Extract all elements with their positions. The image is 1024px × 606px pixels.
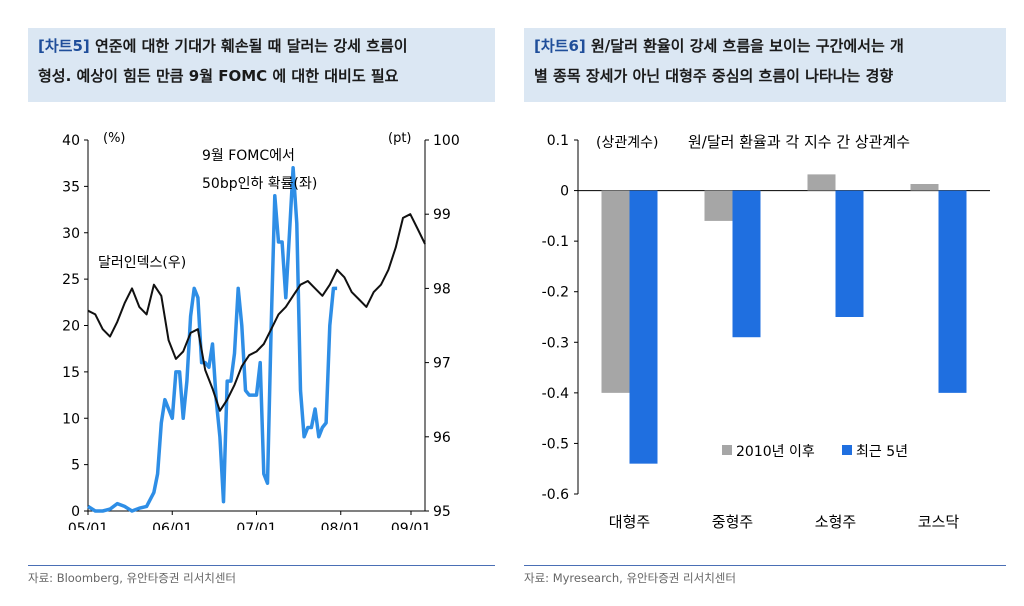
left-axis-unit: (%) [103,131,126,146]
bar-since-2010 [807,174,836,191]
left-y-tick-label: 10 [62,411,80,427]
bar-since-2010 [910,183,939,191]
left-y-tick-label: 40 [62,133,80,149]
left-y-tick-label: 15 [62,365,80,381]
right-chart-tag: [차트6] [534,37,586,55]
y-tick-label: 0 [560,184,569,200]
category-label: 소형주 [815,513,856,530]
left-source-rule [28,565,495,566]
right-y-tick-label: 100 [433,133,460,149]
legend-label: 2010년 이후 [736,444,815,460]
chart-inner-title: 원/달러 환율과 각 지수 간 상관계수 [688,133,910,151]
right-y-tick-label: 99 [433,207,451,223]
probability-series-line [87,166,338,513]
right-chart-panel: [차트6] 원/달러 환율이 강세 흐름을 보이는 구간에서는 개 별 종목 장… [512,0,1024,606]
bar-recent-5y [938,190,967,393]
dollar-index-series-line [87,213,426,412]
left-title-text1: 연준에 대한 기대가 훼손될 때 달러는 강세 흐름이 [94,37,408,55]
left-y-tick-label: 25 [62,272,80,288]
annotation-dollar-index: 달러인덱스(우) [98,255,186,271]
y-tick-label: -0.5 [542,436,569,452]
right-title-text1: 원/달러 환율이 강세 흐름을 보이는 구간에서는 개 [590,37,904,55]
left-chart-title-box: [차트5] 연준에 대한 기대가 훼손될 때 달러는 강세 흐름이 형성. 예상… [28,28,495,102]
bar-recent-5y [732,190,761,338]
y-unit-label: (상관계수) [596,135,658,151]
right-chart-title-line2: 별 종목 장세가 아닌 대형주 중심의 흐름이 나타나는 경향 [534,67,894,85]
category-label: 중형주 [712,513,753,530]
left-chart-panel: [차트5] 연준에 대한 기대가 훼손될 때 달러는 강세 흐름이 형성. 예상… [28,28,495,585]
bar-recent-5y [629,190,658,464]
y-tick-label: -0.2 [542,285,569,301]
x-tick-label: 05/01 [68,521,108,530]
right-bar-chart: 0.1 0 -0.1 -0.2 -0.3 -0.4 -0.5 -0.6 대형주 중형주 소형주 코스닥… [542,133,990,530]
right-source-rule [524,565,1006,566]
category-label: 코스닥 [918,513,960,530]
right-y-tick-label: 98 [433,281,451,297]
y-tick-label: -0.6 [542,487,569,503]
left-y-tick-label: 5 [71,458,80,474]
left-chart-title-line1: [차트5] 연준에 대한 기대가 훼손될 때 달러는 강세 흐름이 [38,31,485,61]
right-chart-title-line1: [차트6] 원/달러 환율이 강세 흐름을 보이는 구간에서는 개 [534,31,996,61]
left-line-chart: 0 5 10 15 20 25 30 35 40 95 96 97 98 99 100 05/01 06/01 0… [62,131,460,530]
category-label: 대형주 [609,513,650,530]
x-tick-label: 09/01 [391,521,431,530]
y-tick-label: -0.3 [542,335,569,351]
annotation-probability-line2: 50bp인하 확률(좌) [202,176,317,192]
annotation-probability-line1: 9월 FOMC에서 [202,148,295,164]
y-tick-label: -0.4 [542,386,569,402]
left-y-tick-label: 0 [71,504,80,520]
right-y-tick-label: 97 [433,356,451,372]
bar-since-2010 [704,190,733,221]
left-y-tick-label: 20 [62,319,80,335]
bar-since-2010 [601,190,630,393]
x-tick-label: 08/01 [321,521,361,530]
y-tick-label: 0.1 [547,133,569,149]
right-axis-unit: (pt) [388,131,412,146]
legend-swatch [722,445,732,455]
y-tick-label: -0.1 [542,234,569,250]
right-y-tick-label: 96 [433,430,451,446]
legend-swatch [842,445,852,455]
left-y-tick-label: 30 [62,226,80,242]
left-chart-title-line2: 형성. 예상이 힘든 만큼 9월 FOMC 에 대한 대비도 필요 [38,67,399,85]
left-y-tick-label: 35 [62,179,80,195]
x-tick-label: 06/01 [152,521,192,530]
bar-recent-5y [835,190,864,317]
right-y-tick-label: 95 [433,504,451,520]
x-tick-label: 07/01 [236,521,276,530]
right-chart-title-box: [차트6] 원/달러 환율이 강세 흐름을 보이는 구간에서는 개 별 종목 장… [524,28,1006,102]
left-source-note: 자료: Bloomberg, 유안타증권 리서치센터 [28,571,237,585]
legend-label: 최근 5년 [856,444,908,460]
right-source-note: 자료: Myresearch, 유안타증권 리서치센터 [524,571,736,585]
left-chart-tag: [차트5] [38,37,90,55]
